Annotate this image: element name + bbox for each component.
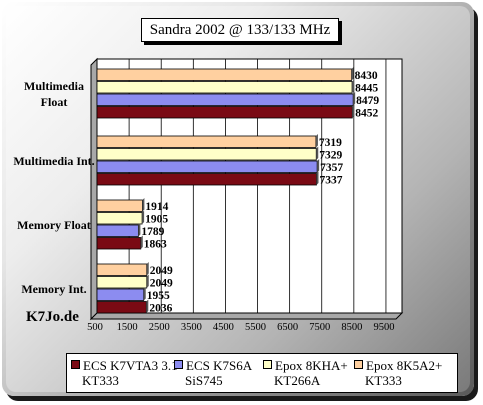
bar-edge [146,262,149,276]
bar [96,212,143,225]
bar-edge [317,159,320,173]
chart-legend: ECS K7VTA3 3.1 KT333 ECS K7S6A SiS745 Epox 8… [66,353,458,393]
data-label: 7337 [320,175,343,187]
legend-label: Epox 8KHA+ [275,358,348,373]
bar-edge [146,274,149,288]
legend-item: ECS K7VTA3 3.1 KT333 [71,358,178,388]
bar [96,93,354,106]
category-label: Multimedia [24,79,84,93]
legend-label: Epox 8K5A2+ [366,358,443,373]
legend-swatch [263,360,272,369]
x-tick-label: 1500 [117,322,138,333]
legend-label: ECS K7S6A [186,358,253,373]
bar-edge [143,287,146,301]
bar [96,135,317,148]
data-label: 8430 [355,70,378,82]
legend-label-line2: SiS745 [185,373,223,388]
bar [96,199,143,212]
bar-edge [353,92,356,106]
data-label: 1955 [147,290,170,302]
legend-label-line2: KT333 [82,373,119,388]
bar [96,224,139,237]
data-label: 2049 [150,265,173,277]
x-tick-label: 8500 [341,322,362,333]
bar-edge [138,223,141,237]
bar-edge [142,210,145,224]
data-label: 7357 [320,162,343,174]
category-label: Multimedia Int. [13,154,94,168]
bar [96,148,317,161]
x-tick-label: 3500 [181,322,202,333]
bar-edge [316,146,319,160]
plot-floor [89,312,404,320]
data-label: 8452 [355,108,378,120]
x-tick-label: 9500 [373,322,394,333]
x-tick-label: 5500 [245,322,266,333]
bar-edge [352,104,355,118]
bar [96,276,148,289]
x-tick-label: 7500 [309,322,330,333]
bar-edge [352,79,355,93]
bar-edge [142,198,145,212]
legend-label-line2: KT333 [365,373,402,388]
data-label: 1914 [145,201,168,213]
bar-edge [140,235,143,249]
legend-swatch [71,360,80,369]
bar [96,106,353,119]
data-label: 1863 [144,239,167,251]
x-tick-label: 6500 [277,322,298,333]
data-label: 1905 [145,214,168,226]
bar [96,160,318,173]
legend-item: Epox 8K5A2+ KT333 [354,358,442,388]
site-watermark: K7Jo.de [26,309,79,325]
legend-swatch [354,360,363,369]
data-label: 2036 [149,303,172,315]
bar [96,68,352,81]
legend-item: ECS K7S6A SiS745 [174,358,252,388]
data-label: 2049 [150,278,173,290]
bar [96,263,148,276]
bar-edge [351,67,354,81]
x-tick-label: 2500 [149,322,170,333]
bar [96,301,147,314]
data-label: 8479 [356,95,379,107]
bar-edge [316,171,319,185]
legend-item: Epox 8KHA+ KT266A [263,358,348,388]
category-label: Memory Float [17,218,91,232]
bar [96,173,317,186]
data-label: 7319 [319,137,342,149]
data-label: 1789 [141,226,164,238]
data-label: 7329 [319,150,342,162]
bar [96,288,145,301]
legend-label: ECS K7VTA3 3.1 [83,358,178,373]
category-label: Float [41,95,68,109]
chart-title: Sandra 2002 @ 133/133 MHz [141,18,339,42]
category-label: Memory Int. [21,282,86,296]
x-tick-label: 500 [87,322,103,333]
bar-edge [315,134,318,148]
plot-side-wall [90,57,98,321]
bar-edge [146,299,149,313]
legend-label-line2: KT266A [274,373,321,388]
bar [96,81,353,94]
x-tick-label: 4500 [213,322,234,333]
bar [96,237,142,250]
data-label: 8445 [355,83,378,95]
legend-swatch [174,360,183,369]
